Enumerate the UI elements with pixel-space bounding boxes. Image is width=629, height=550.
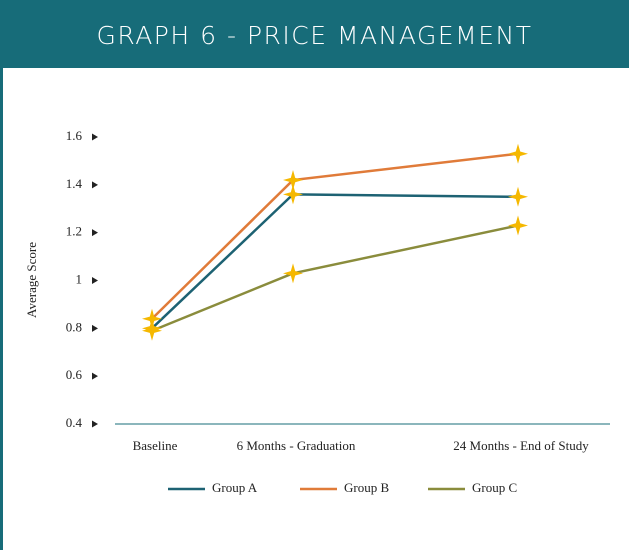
marker [142, 308, 162, 329]
y-tick-mark [92, 277, 98, 284]
marker [508, 186, 528, 207]
y-tick-mark [92, 420, 98, 428]
x-tick-label: Baseline [133, 438, 178, 453]
y-tick-label: 1.6 [66, 128, 83, 143]
marker [283, 263, 303, 284]
marker [283, 184, 303, 205]
legend-label: Group B [344, 480, 389, 495]
y-tick-label: 0.8 [66, 319, 82, 334]
x-tick-label: 6 Months - Graduation [237, 438, 356, 453]
y-tick-label: 1.4 [66, 176, 83, 191]
y-tick-mark [92, 133, 98, 141]
line [151, 224, 519, 332]
marker [508, 215, 528, 236]
y-axis-label: Average Score [24, 242, 39, 318]
chart-title: GRAPH 6 - PRICE MANAGEMENT [96, 21, 533, 50]
y-tick-mark [92, 324, 98, 332]
y-tick-label: 1 [76, 271, 83, 286]
y-tick-label: 0.4 [66, 415, 83, 430]
y-tick-mark [92, 181, 98, 189]
y-tick-label: 1.2 [66, 224, 82, 239]
border [0, 68, 3, 550]
y-tick-mark [92, 229, 98, 237]
marker [142, 320, 162, 341]
marker [508, 143, 528, 164]
marker [283, 170, 303, 191]
y-tick-label: 0.6 [66, 367, 83, 382]
legend-label: Group A [212, 480, 258, 495]
y-tick-mark [92, 372, 98, 380]
header: GRAPH 6 - PRICE MANAGEMENT [0, 0, 629, 68]
x-tick-label: 24 Months - End of Study [453, 438, 589, 453]
legend-label: Group C [472, 480, 517, 495]
